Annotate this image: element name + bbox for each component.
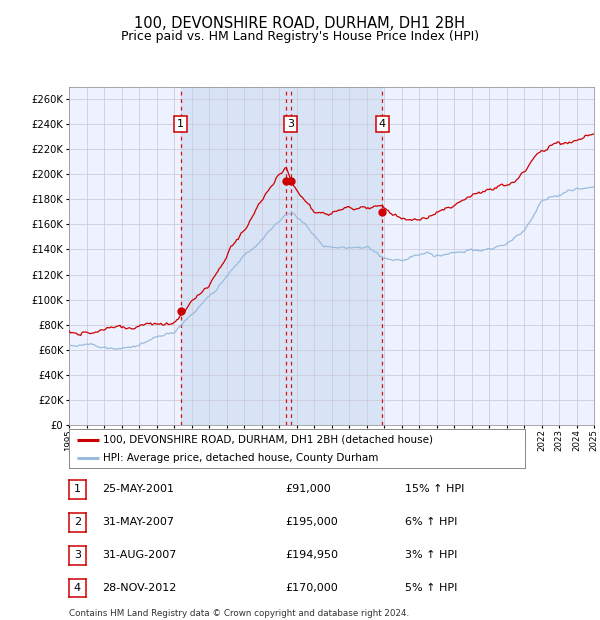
Text: 100, DEVONSHIRE ROAD, DURHAM, DH1 2BH: 100, DEVONSHIRE ROAD, DURHAM, DH1 2BH	[134, 16, 466, 30]
Text: £170,000: £170,000	[285, 583, 338, 593]
Text: 1: 1	[177, 119, 184, 130]
Text: 2: 2	[74, 517, 81, 528]
Text: 25-MAY-2001: 25-MAY-2001	[102, 484, 174, 495]
Text: 31-MAY-2007: 31-MAY-2007	[102, 517, 174, 528]
Text: £91,000: £91,000	[285, 484, 331, 495]
Text: 100, DEVONSHIRE ROAD, DURHAM, DH1 2BH (detached house): 100, DEVONSHIRE ROAD, DURHAM, DH1 2BH (d…	[103, 435, 433, 445]
Text: £195,000: £195,000	[285, 517, 338, 528]
Text: 28-NOV-2012: 28-NOV-2012	[102, 583, 176, 593]
Text: 15% ↑ HPI: 15% ↑ HPI	[405, 484, 464, 495]
Text: £194,950: £194,950	[285, 550, 338, 560]
Text: 1: 1	[74, 484, 81, 495]
Text: Contains HM Land Registry data © Crown copyright and database right 2024.
This d: Contains HM Land Registry data © Crown c…	[69, 609, 409, 620]
Text: 3: 3	[287, 119, 294, 130]
Text: Price paid vs. HM Land Registry's House Price Index (HPI): Price paid vs. HM Land Registry's House …	[121, 30, 479, 43]
Text: 31-AUG-2007: 31-AUG-2007	[102, 550, 176, 560]
Text: 6% ↑ HPI: 6% ↑ HPI	[405, 517, 457, 528]
Text: 3% ↑ HPI: 3% ↑ HPI	[405, 550, 457, 560]
Text: 4: 4	[379, 119, 386, 130]
Text: 4: 4	[74, 583, 81, 593]
Text: HPI: Average price, detached house, County Durham: HPI: Average price, detached house, Coun…	[103, 453, 379, 463]
Text: 5% ↑ HPI: 5% ↑ HPI	[405, 583, 457, 593]
Bar	[181, 87, 382, 425]
Text: 3: 3	[74, 550, 81, 560]
